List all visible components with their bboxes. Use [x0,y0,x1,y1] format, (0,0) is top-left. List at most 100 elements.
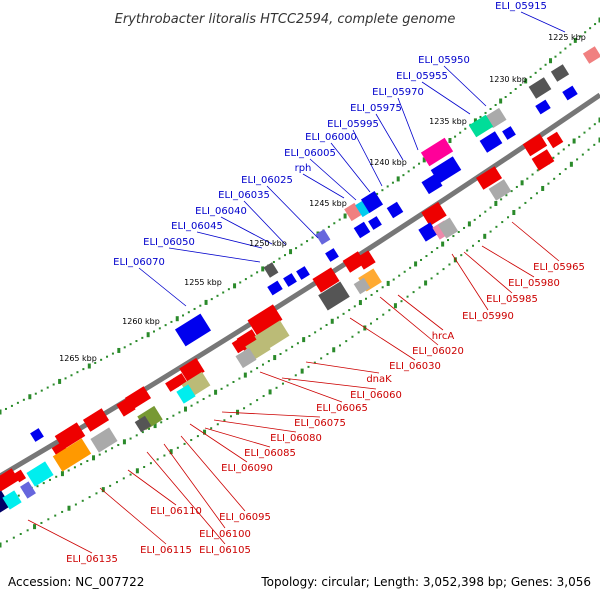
inner-tick [572,138,576,144]
outer-tick [494,103,497,106]
inner-tick [129,437,132,440]
inner-tick [214,389,218,395]
outer-tick [327,225,330,228]
inner-tick [172,414,175,417]
gene-label-eli-06110[interactable]: ELI_06110 [150,506,202,517]
gene-feature [421,173,443,195]
inner2-tick [553,177,556,180]
kbp-scale-label: 1225 kbp [548,33,586,42]
gene-label-eli-06000[interactable]: ELI_06000 [305,132,357,143]
leader-line [146,451,226,545]
inner-tick [238,377,241,380]
leader-line [99,487,167,545]
leader-line [213,419,297,433]
inner-tick [348,309,351,312]
inner2-tick [229,415,232,418]
gene-feature [475,166,503,190]
inner2-tick [332,347,336,353]
gene-feature [263,262,279,278]
inner-tick [398,274,401,277]
outer-tick [311,236,314,239]
gene-label-eli-06035[interactable]: ELI_06035 [218,190,270,201]
gene-label-eli-06045[interactable]: ELI_06045 [171,221,223,232]
outer-tick [22,398,25,401]
inner2-tick [326,353,329,356]
kbp-scale-label: 1265 kbp [59,354,97,363]
gene-label-eli-06075[interactable]: ELI_06075 [294,418,346,429]
outer-tick [402,174,405,177]
inner2-tick [249,403,252,406]
leader-line [302,173,345,199]
gene-feature [418,222,438,242]
gene-label-eli-06105[interactable]: ELI_06105 [199,545,251,556]
outer-tick [396,176,400,182]
inner-tick [494,200,498,206]
inner-tick [358,300,362,306]
outer-tick [499,98,503,104]
inner2-tick [262,395,265,398]
label-leader-lines [27,11,566,554]
inner-tick [386,280,390,286]
gene-label-eli-05995[interactable]: ELI_05995 [327,119,379,130]
gene-label-eli-05965[interactable]: ELI_05965 [533,262,585,273]
inner-tick [60,471,64,477]
gene-label-eli-06100[interactable]: ELI_06100 [199,529,251,540]
inner2-tick [183,442,186,445]
gene-label-eli-06005[interactable]: ELI_06005 [284,148,336,159]
gene-feature [0,468,20,492]
gene-label-eli-06090[interactable]: ELI_06090 [221,463,273,474]
kbp-scale-label: 1245 kbp [309,199,347,208]
inner-tick [243,372,247,378]
outer-tick [524,78,528,84]
inner-tick [505,194,508,197]
gene-label-eli-06085[interactable]: ELI_06085 [244,448,296,459]
gene-label-hrca[interactable]: hrcA [432,331,455,342]
gene-label-eli-06050[interactable]: ELI_06050 [143,237,195,248]
outer-tick [0,409,2,415]
inner-tick [441,241,445,247]
outer-tick [10,404,13,407]
gene-label-eli-06135[interactable]: ELI_06135 [66,554,118,565]
inner-tick [381,286,384,289]
outer-tick [554,55,557,58]
inner2-tick [418,286,421,289]
gene-feature [165,378,179,392]
leader-line [196,231,263,249]
gene-label-eli-05985[interactable]: ELI_05985 [486,294,538,305]
gene-label-eli-05915[interactable]: ELI_05915 [495,1,547,12]
leader-line [330,142,371,193]
outer-tick [175,316,179,322]
genome-summary-text: Topology: circular; Length: 3,052,398 bp… [260,575,591,589]
gene-feature [502,126,516,140]
gene-label-eli-05970[interactable]: ELI_05970 [372,87,424,98]
outer-tick [333,222,336,225]
gene-feature [20,481,36,499]
inner2-tick [236,409,240,415]
outer-tick [295,247,298,250]
outer-tick [584,31,587,34]
outer-tick [106,355,109,358]
gene-label-eli-05990[interactable]: ELI_05990 [462,311,514,322]
gene-label-eli-06060[interactable]: ELI_06060 [350,390,402,401]
gene-label-eli-06095[interactable]: ELI_06095 [219,512,271,523]
gene-label-eli-06065[interactable]: ELI_06065 [316,403,368,414]
gene-feature [176,384,196,404]
gene-label-eli-05975[interactable]: ELI_05975 [350,103,402,114]
gene-label-eli-06070[interactable]: ELI_06070 [113,257,165,268]
gene-label-eli-05950[interactable]: ELI_05950 [418,55,470,66]
gene-label-eli-05980[interactable]: ELI_05980 [508,278,560,289]
gene-label-eli-06040[interactable]: ELI_06040 [195,206,247,217]
gene-label-eli-06115[interactable]: ELI_06115 [140,545,192,556]
gene-label-eli-06025[interactable]: ELI_06025 [241,175,293,186]
gene-label-eli-06020[interactable]: ELI_06020 [412,346,464,357]
gene-label-eli-05955[interactable]: ELI_05955 [396,71,448,82]
outer-tick [111,352,114,355]
gene-label-eli-06080[interactable]: ELI_06080 [270,433,322,444]
gene-label-rph[interactable]: rph [295,163,312,174]
inner-tick [98,453,101,456]
gene-label-dnak[interactable]: dnaK [366,374,392,385]
gene-label-eli-06030[interactable]: ELI_06030 [389,361,441,372]
outer-tick [459,131,462,134]
outer-tick [244,278,247,281]
outer-tick [598,17,600,23]
